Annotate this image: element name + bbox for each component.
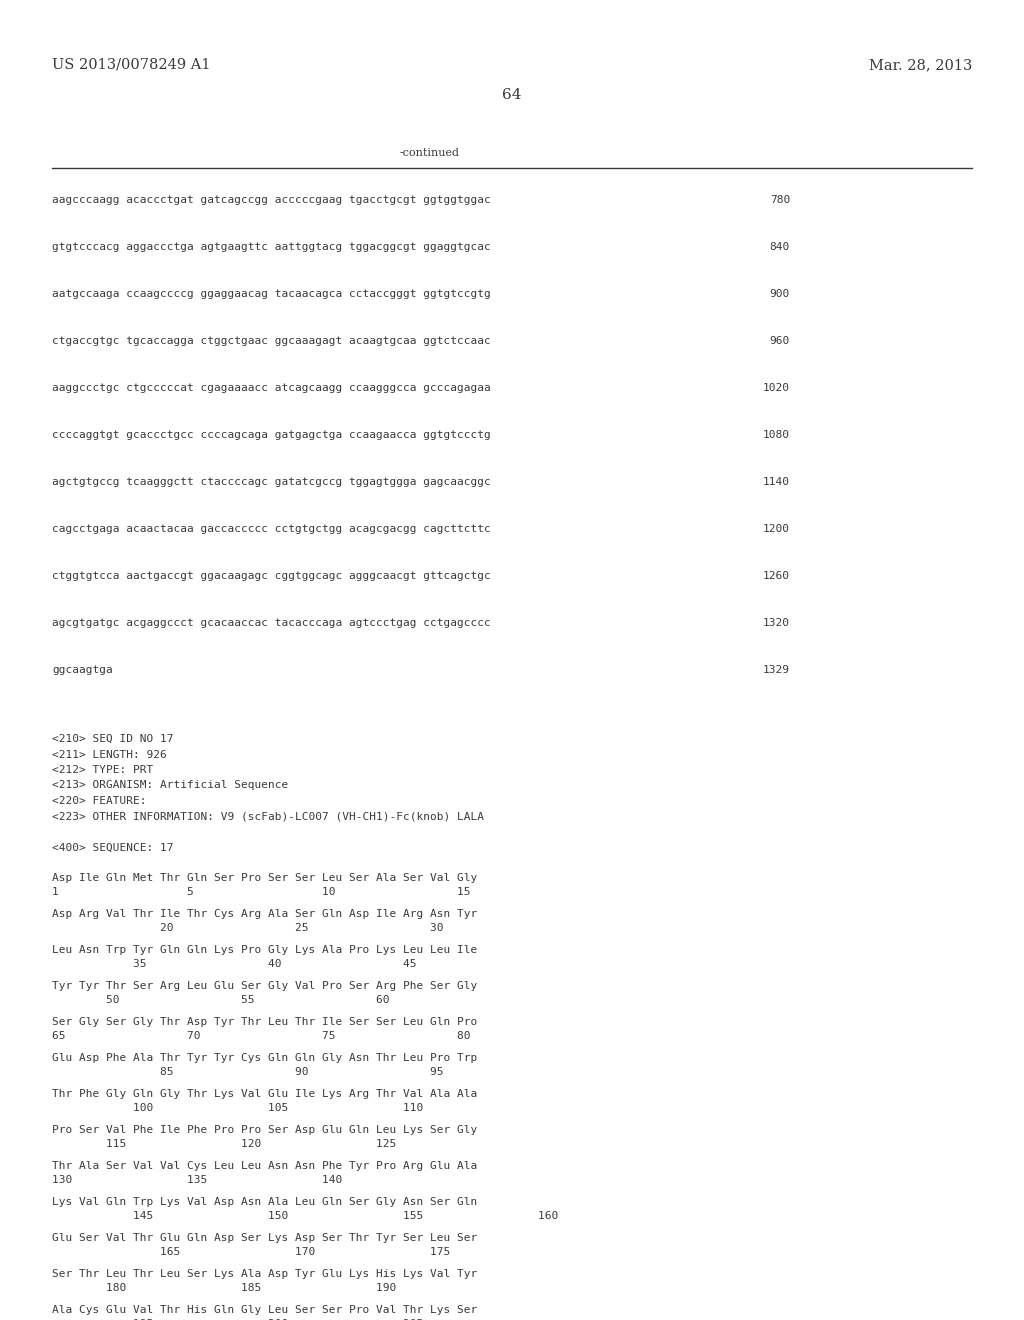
Text: 1                   5                   10                  15: 1 5 10 15 <box>52 887 470 898</box>
Text: 85                  90                  95: 85 90 95 <box>52 1067 443 1077</box>
Text: 65                  70                  75                  80: 65 70 75 80 <box>52 1031 470 1041</box>
Text: 1020: 1020 <box>763 383 790 393</box>
Text: aaggccctgc ctgcccccat cgagaaaacc atcagcaagg ccaagggcca gcccagagaa: aaggccctgc ctgcccccat cgagaaaacc atcagca… <box>52 383 490 393</box>
Text: Leu Asn Trp Tyr Gln Gln Lys Pro Gly Lys Ala Pro Lys Leu Leu Ile: Leu Asn Trp Tyr Gln Gln Lys Pro Gly Lys … <box>52 945 477 954</box>
Text: Mar. 28, 2013: Mar. 28, 2013 <box>868 58 972 73</box>
Text: 1140: 1140 <box>763 477 790 487</box>
Text: 50                  55                  60: 50 55 60 <box>52 995 389 1005</box>
Text: 1329: 1329 <box>763 665 790 675</box>
Text: 64: 64 <box>502 88 522 102</box>
Text: 960: 960 <box>770 337 790 346</box>
Text: <400> SEQUENCE: 17: <400> SEQUENCE: 17 <box>52 843 173 853</box>
Text: -continued: -continued <box>400 148 460 158</box>
Text: Tyr Tyr Thr Ser Arg Leu Glu Ser Gly Val Pro Ser Arg Phe Ser Gly: Tyr Tyr Thr Ser Arg Leu Glu Ser Gly Val … <box>52 981 477 991</box>
Text: ggcaagtga: ggcaagtga <box>52 665 113 675</box>
Text: Thr Phe Gly Gln Gly Thr Lys Val Glu Ile Lys Arg Thr Val Ala Ala: Thr Phe Gly Gln Gly Thr Lys Val Glu Ile … <box>52 1089 477 1100</box>
Text: Pro Ser Val Phe Ile Phe Pro Pro Ser Asp Glu Gln Leu Lys Ser Gly: Pro Ser Val Phe Ile Phe Pro Pro Ser Asp … <box>52 1125 477 1135</box>
Text: <213> ORGANISM: Artificial Sequence: <213> ORGANISM: Artificial Sequence <box>52 780 288 791</box>
Text: Glu Asp Phe Ala Thr Tyr Tyr Cys Gln Gln Gly Asn Thr Leu Pro Trp: Glu Asp Phe Ala Thr Tyr Tyr Cys Gln Gln … <box>52 1053 477 1063</box>
Text: ctgaccgtgc tgcaccagga ctggctgaac ggcaaagagt acaagtgcaa ggtctccaac: ctgaccgtgc tgcaccagga ctggctgaac ggcaaag… <box>52 337 490 346</box>
Text: 1080: 1080 <box>763 430 790 440</box>
Text: Lys Val Gln Trp Lys Val Asp Asn Ala Leu Gln Ser Gly Asn Ser Gln: Lys Val Gln Trp Lys Val Asp Asn Ala Leu … <box>52 1197 477 1206</box>
Text: 145                 150                 155                 160: 145 150 155 160 <box>52 1210 558 1221</box>
Text: 100                 105                 110: 100 105 110 <box>52 1104 423 1113</box>
Text: US 2013/0078249 A1: US 2013/0078249 A1 <box>52 58 211 73</box>
Text: aagcccaagg acaccctgat gatcagccgg acccccgaag tgacctgcgt ggtggtggac: aagcccaagg acaccctgat gatcagccgg acccccg… <box>52 195 490 205</box>
Text: 115                 120                 125: 115 120 125 <box>52 1139 396 1148</box>
Text: agctgtgccg tcaagggctt ctaccccagc gatatcgccg tggagtggga gagcaacggc: agctgtgccg tcaagggctt ctaccccagc gatatcg… <box>52 477 490 487</box>
Text: agcgtgatgc acgaggccct gcacaaccac tacacccaga agtccctgag cctgagcccc: agcgtgatgc acgaggccct gcacaaccac tacaccc… <box>52 618 490 628</box>
Text: <223> OTHER INFORMATION: V9 (scFab)-LC007 (VH-CH1)-Fc(knob) LALA: <223> OTHER INFORMATION: V9 (scFab)-LC00… <box>52 812 484 821</box>
Text: 780: 780 <box>770 195 790 205</box>
Text: 35                  40                  45: 35 40 45 <box>52 960 417 969</box>
Text: aatgccaaga ccaagccccg ggaggaacag tacaacagca cctaccgggt ggtgtccgtg: aatgccaaga ccaagccccg ggaggaacag tacaaca… <box>52 289 490 300</box>
Text: <220> FEATURE:: <220> FEATURE: <box>52 796 146 807</box>
Text: Glu Ser Val Thr Glu Gln Asp Ser Lys Asp Ser Thr Tyr Ser Leu Ser: Glu Ser Val Thr Glu Gln Asp Ser Lys Asp … <box>52 1233 477 1243</box>
Text: 1260: 1260 <box>763 572 790 581</box>
Text: gtgtcccacg aggaccctga agtgaagttc aattggtacg tggacggcgt ggaggtgcac: gtgtcccacg aggaccctga agtgaagttc aattggt… <box>52 242 490 252</box>
Text: Asp Arg Val Thr Ile Thr Cys Arg Ala Ser Gln Asp Ile Arg Asn Tyr: Asp Arg Val Thr Ile Thr Cys Arg Ala Ser … <box>52 909 477 919</box>
Text: 1200: 1200 <box>763 524 790 535</box>
Text: Ser Gly Ser Gly Thr Asp Tyr Thr Leu Thr Ile Ser Ser Leu Gln Pro: Ser Gly Ser Gly Thr Asp Tyr Thr Leu Thr … <box>52 1016 477 1027</box>
Text: Ser Thr Leu Thr Leu Ser Lys Ala Asp Tyr Glu Lys His Lys Val Tyr: Ser Thr Leu Thr Leu Ser Lys Ala Asp Tyr … <box>52 1269 477 1279</box>
Text: 840: 840 <box>770 242 790 252</box>
Text: 130                 135                 140: 130 135 140 <box>52 1175 342 1185</box>
Text: 165                 170                 175: 165 170 175 <box>52 1247 451 1257</box>
Text: <211> LENGTH: 926: <211> LENGTH: 926 <box>52 750 167 759</box>
Text: Ala Cys Glu Val Thr His Gln Gly Leu Ser Ser Pro Val Thr Lys Ser: Ala Cys Glu Val Thr His Gln Gly Leu Ser … <box>52 1305 477 1315</box>
Text: Asp Ile Gln Met Thr Gln Ser Pro Ser Ser Leu Ser Ala Ser Val Gly: Asp Ile Gln Met Thr Gln Ser Pro Ser Ser … <box>52 873 477 883</box>
Text: 180                 185                 190: 180 185 190 <box>52 1283 396 1294</box>
Text: Thr Ala Ser Val Val Cys Leu Leu Asn Asn Phe Tyr Pro Arg Glu Ala: Thr Ala Ser Val Val Cys Leu Leu Asn Asn … <box>52 1162 477 1171</box>
Text: ctggtgtcca aactgaccgt ggacaagagc cggtggcagc agggcaacgt gttcagctgc: ctggtgtcca aactgaccgt ggacaagagc cggtggc… <box>52 572 490 581</box>
Text: 20                  25                  30: 20 25 30 <box>52 923 443 933</box>
Text: <212> TYPE: PRT: <212> TYPE: PRT <box>52 766 154 775</box>
Text: ccccaggtgt gcaccctgcc ccccagcaga gatgagctga ccaagaacca ggtgtccctg: ccccaggtgt gcaccctgcc ccccagcaga gatgagc… <box>52 430 490 440</box>
Text: 1320: 1320 <box>763 618 790 628</box>
Text: 900: 900 <box>770 289 790 300</box>
Text: <210> SEQ ID NO 17: <210> SEQ ID NO 17 <box>52 734 173 744</box>
Text: cagcctgaga acaactacaa gaccaccccc cctgtgctgg acagcgacgg cagcttcttc: cagcctgaga acaactacaa gaccaccccc cctgtgc… <box>52 524 490 535</box>
